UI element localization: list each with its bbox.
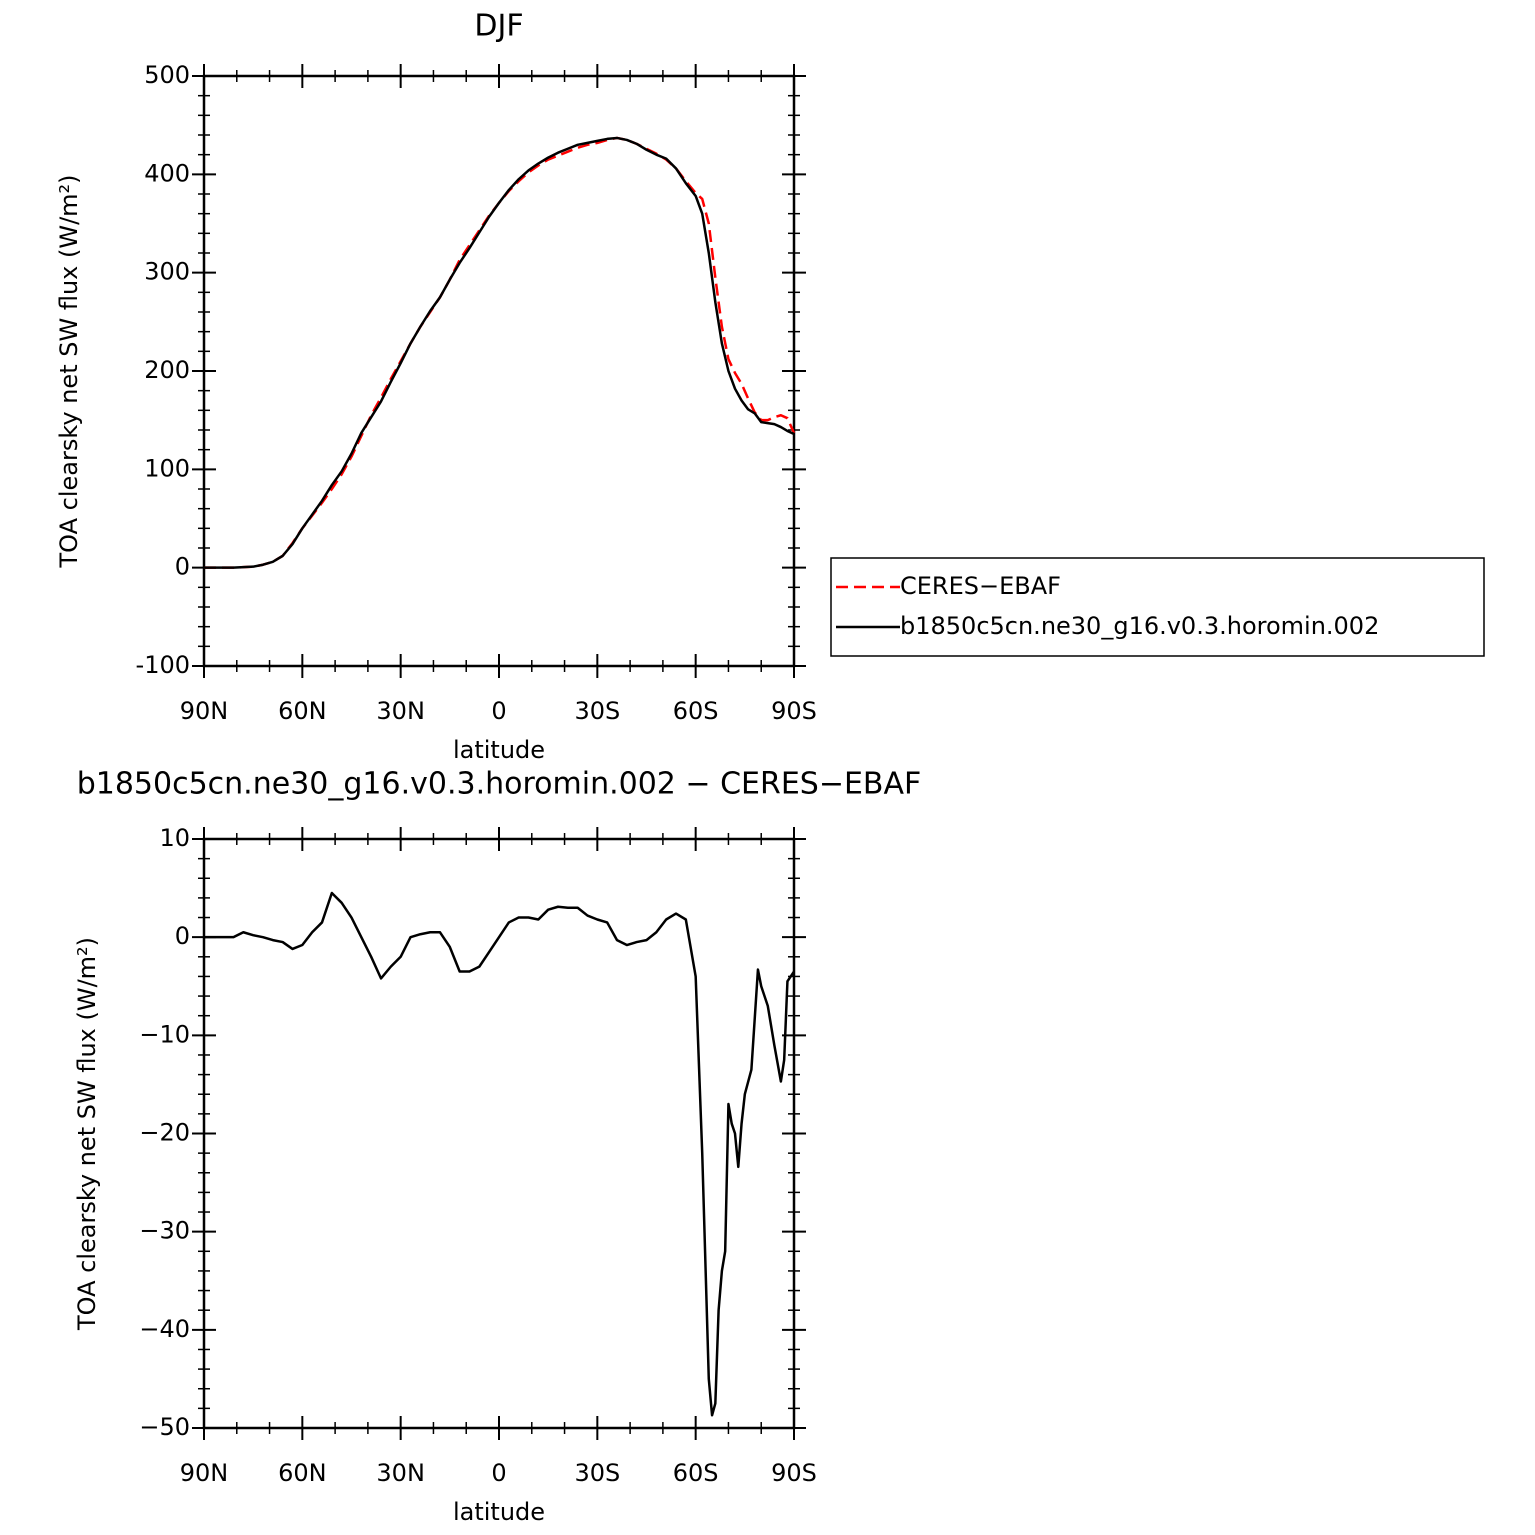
y-tick-label: -100: [136, 651, 190, 679]
y-tick-label: −20: [139, 1119, 190, 1147]
x-tick-label: 30N: [376, 1459, 425, 1487]
x-tick-label: 30S: [574, 697, 620, 725]
x-tick-label: 90S: [771, 1459, 817, 1487]
y-axis-label: TOA clearsky net SW flux (W/m²): [73, 937, 101, 1331]
plot-frame: [202, 837, 796, 1430]
legend-label: b1850c5cn.ne30_g16.v0.3.horomin.002: [900, 612, 1379, 640]
y-tick-label: 100: [144, 454, 190, 482]
x-tick-label: 90S: [771, 697, 817, 725]
y-tick-label: −40: [139, 1315, 190, 1343]
x-tick-label: 60S: [673, 1459, 719, 1487]
y-tick-label: −10: [139, 1020, 190, 1048]
y-tick-label: −50: [139, 1413, 190, 1441]
x-tick-label: 0: [491, 1459, 506, 1487]
x-tick-label: 90N: [180, 1459, 229, 1487]
data-line: [204, 891, 796, 1417]
y-tick-label: 0: [175, 553, 190, 581]
chart-title: b1850c5cn.ne30_g16.v0.3.horomin.002 − CE…: [77, 767, 922, 802]
x-tick-label: 0: [491, 697, 506, 725]
y-tick-label: 10: [159, 824, 190, 852]
y-axis-label: TOA clearsky net SW flux (W/m²): [55, 174, 83, 568]
legend-label: CERES−EBAF: [900, 572, 1061, 600]
x-tick-label: 30N: [376, 697, 425, 725]
y-tick-label: 400: [144, 159, 190, 187]
x-tick-label: 60N: [278, 697, 327, 725]
y-tick-label: 200: [144, 356, 190, 384]
x-tick-label: 90N: [180, 697, 229, 725]
y-tick-label: 0: [175, 922, 190, 950]
legend-box: [830, 557, 1485, 657]
y-tick-label: 300: [144, 258, 190, 286]
x-tick-label: 60S: [673, 697, 719, 725]
y-tick-label: −30: [139, 1217, 190, 1245]
y-tick-label: 500: [144, 61, 190, 89]
x-tick-label: 60N: [278, 1459, 327, 1487]
x-tick-label: 30S: [574, 1459, 620, 1487]
plot-frame: [202, 74, 796, 668]
x-axis-label: latitude: [453, 1498, 545, 1526]
x-axis-label: latitude: [453, 736, 545, 764]
data-line: [204, 136, 795, 569]
chart-title: DJF: [474, 9, 523, 44]
